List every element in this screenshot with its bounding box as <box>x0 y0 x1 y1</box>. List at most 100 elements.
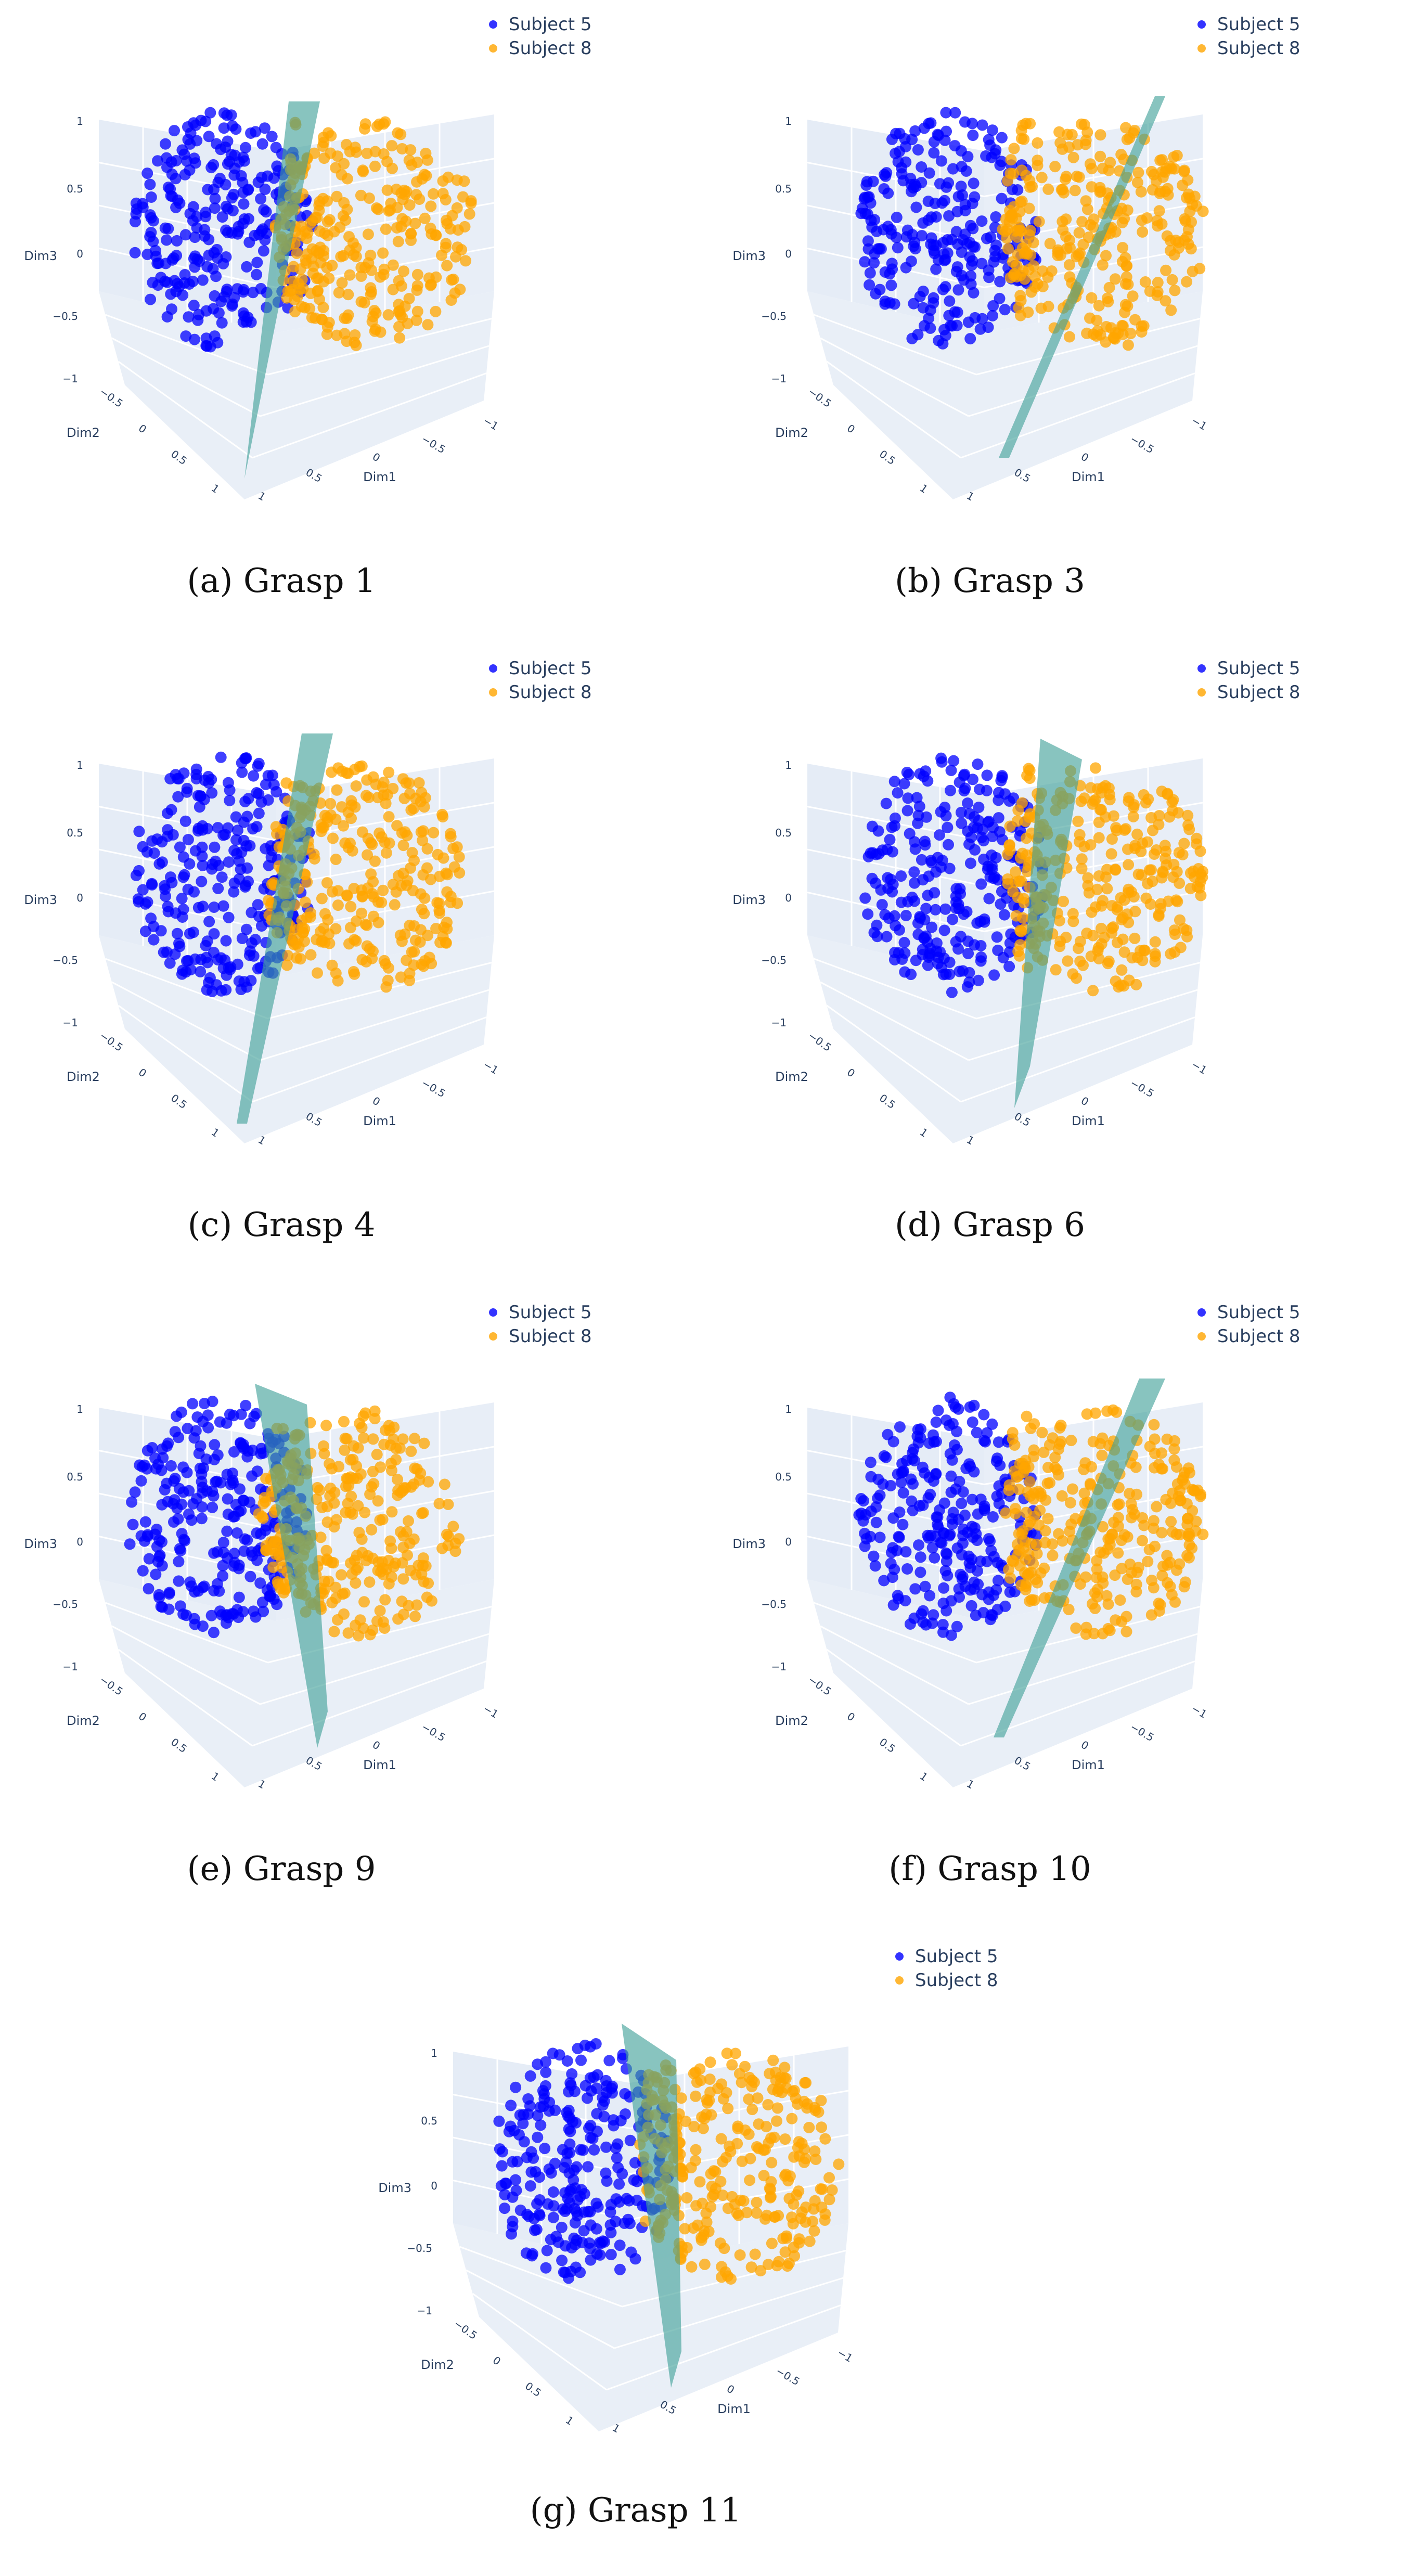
legend-item[interactable]: Subject 8 <box>489 680 592 704</box>
data-point <box>941 1605 952 1617</box>
legend-item[interactable]: Subject 5 <box>489 12 592 36</box>
data-point <box>402 317 414 329</box>
data-point <box>968 177 980 189</box>
data-point <box>189 231 201 243</box>
legend-item[interactable]: Subject 5 <box>489 1300 592 1324</box>
data-point <box>339 837 351 849</box>
z-tick-label: 0 <box>785 1536 792 1548</box>
data-point <box>1030 1539 1042 1550</box>
y-axis-title: Dim2 <box>775 426 808 440</box>
data-point <box>909 1583 921 1595</box>
data-point <box>614 2239 626 2251</box>
legend-item[interactable]: Subject 5 <box>1197 1300 1300 1324</box>
legend[interactable]: Subject 5 Subject 8 <box>895 1944 998 1992</box>
data-point <box>612 2138 624 2150</box>
data-point <box>179 269 191 280</box>
legend-item[interactable]: Subject 8 <box>489 1324 592 1348</box>
data-point <box>162 1496 174 1508</box>
data-point <box>465 197 477 209</box>
data-point <box>419 212 431 224</box>
data-point <box>1178 164 1190 176</box>
data-point <box>984 139 996 151</box>
legend-item[interactable]: Subject 8 <box>489 36 592 60</box>
data-point <box>726 2059 738 2071</box>
legend[interactable]: Subject 5 Subject 8 <box>489 656 592 704</box>
data-point <box>945 784 956 796</box>
data-point <box>328 1497 340 1509</box>
data-point <box>986 860 998 872</box>
data-point <box>1094 150 1106 162</box>
data-point <box>1089 1602 1101 1614</box>
data-point <box>1003 961 1015 973</box>
data-point <box>397 1573 409 1585</box>
data-point <box>1160 295 1171 307</box>
z-axis-title: Dim3 <box>24 1537 57 1551</box>
data-point <box>1038 1446 1050 1458</box>
data-point <box>242 875 254 887</box>
legend-item[interactable]: Subject 8 <box>895 1968 998 1992</box>
data-point <box>547 2211 559 2223</box>
data-point <box>208 159 220 171</box>
data-point <box>1020 815 1032 827</box>
chart-panel: 1 0.5 0 −0.5 −1 −0.5 0 0.5 1 −1 −0.5 0 0.5 1 Dim3 Dim2 D… <box>708 0 1417 644</box>
data-point <box>451 841 463 853</box>
legend-item[interactable]: Subject 5 <box>489 656 592 680</box>
legend-item[interactable]: Subject 5 <box>1197 656 1300 680</box>
data-point <box>766 2237 778 2249</box>
legend-marker <box>895 1952 904 1961</box>
data-point <box>148 934 160 946</box>
chart-panel: 1 0.5 0 −0.5 −1 −0.5 0 0.5 1 −1 −0.5 0 0.5 1 Dim3 Dim2 D… <box>0 1288 708 1932</box>
data-point <box>165 288 177 300</box>
data-point <box>325 797 337 809</box>
data-point <box>417 825 429 837</box>
x-tick-label: 0 <box>370 450 382 464</box>
data-point <box>1141 212 1153 224</box>
data-point <box>236 933 248 944</box>
legend[interactable]: Subject 5 Subject 8 <box>1197 1300 1300 1348</box>
x-tick-label: −0.5 <box>1128 1720 1156 1744</box>
data-point <box>524 2180 536 2192</box>
legend-item[interactable]: Subject 8 <box>1197 1324 1300 1348</box>
legend[interactable]: Subject 5 Subject 8 <box>489 1300 592 1348</box>
legend[interactable]: Subject 5 Subject 8 <box>1197 12 1300 60</box>
data-point <box>704 2056 716 2068</box>
data-point <box>914 911 926 923</box>
data-point <box>892 242 904 254</box>
data-point <box>452 224 464 236</box>
y-tick-label: −0.5 <box>806 1673 834 1698</box>
data-point <box>1196 871 1208 883</box>
data-point <box>917 286 929 298</box>
data-point <box>434 870 446 882</box>
data-point <box>133 826 145 838</box>
data-point <box>304 911 316 923</box>
data-point <box>1189 190 1201 202</box>
data-point <box>206 787 218 799</box>
data-point <box>1192 863 1204 874</box>
data-point <box>145 191 157 203</box>
data-point <box>775 2077 787 2089</box>
data-point <box>329 1487 341 1499</box>
data-point <box>1181 924 1193 936</box>
legend-item[interactable]: Subject 8 <box>1197 680 1300 704</box>
data-point <box>944 295 956 307</box>
data-point <box>923 167 935 179</box>
data-point <box>1096 938 1107 950</box>
data-point <box>929 887 941 899</box>
data-point <box>700 2207 712 2219</box>
data-point <box>1078 792 1090 804</box>
legend[interactable]: Subject 5 Subject 8 <box>489 12 592 60</box>
data-point <box>868 257 880 269</box>
legend-item[interactable]: Subject 8 <box>1197 36 1300 60</box>
data-point <box>620 2108 631 2120</box>
data-point <box>404 920 416 931</box>
data-point <box>454 867 466 879</box>
data-point <box>1053 1528 1065 1540</box>
legend[interactable]: Subject 5 Subject 8 <box>1197 656 1300 704</box>
data-point <box>976 215 988 227</box>
scatter3d-svg: 10.50−0.5−1−0.500.51−1−0.500.51Dim3Dim2D… <box>378 2024 855 2436</box>
legend-item[interactable]: Subject 5 <box>895 1944 998 1968</box>
y-tick-label: 0 <box>136 1066 149 1080</box>
data-point <box>522 2093 534 2105</box>
legend-item[interactable]: Subject 5 <box>1197 12 1300 36</box>
data-point <box>761 2121 772 2133</box>
